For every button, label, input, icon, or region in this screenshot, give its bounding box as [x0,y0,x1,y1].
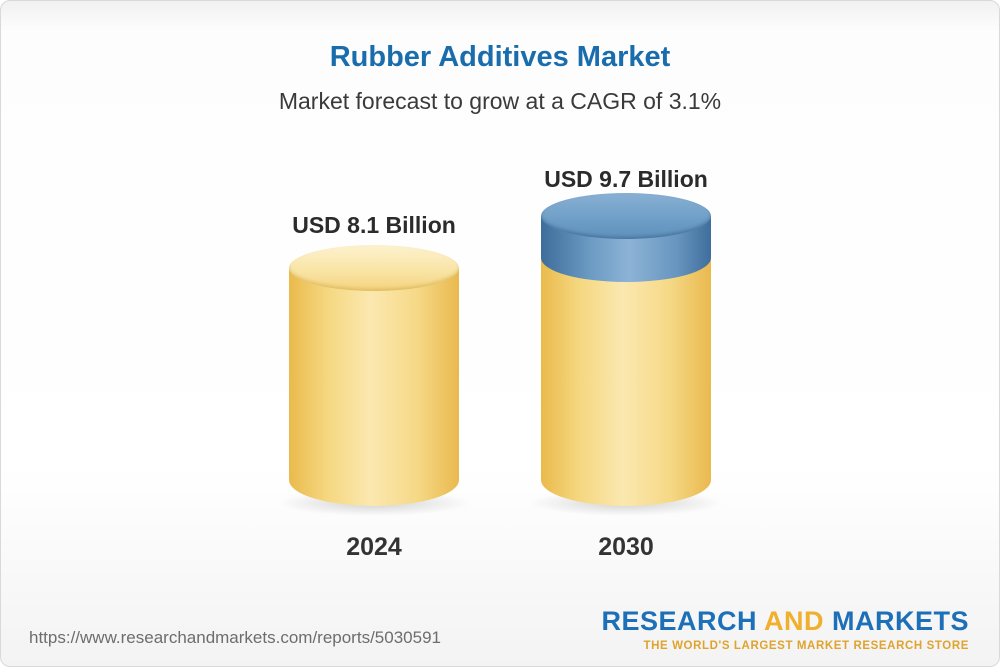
x-label-2024: 2024 [346,533,402,561]
page-subtitle: Market forecast to grow at a CAGR of 3.1… [278,88,722,114]
bar-2030 [521,193,731,517]
bar-2024-top-cap [289,245,459,291]
logo-word-research: RESEARCH [601,606,757,637]
page-title: Rubber Additives Market [329,41,671,73]
value-label-2024: USD 8.1 Billion [292,212,456,238]
x-label-2030: 2030 [598,533,654,561]
value-label-2030: USD 9.7 Billion [544,166,708,192]
bar-2024-body [289,268,459,506]
logo-word-and: AND [763,606,824,637]
logo-tagline: THE WORLD'S LARGEST MARKET RESEARCH STOR… [643,640,969,652]
bar-2030-top-cap [541,193,711,239]
bar-2024 [269,245,479,517]
report-url-link[interactable]: https://www.researchandmarkets.com/repor… [29,628,441,647]
logo-word-markets: MARKETS [832,606,969,637]
research-and-markets-logo: RESEARCH AND MARKETS THE WORLD'S LARGEST… [601,606,969,652]
logo-wordmark: RESEARCH AND MARKETS [601,606,969,637]
